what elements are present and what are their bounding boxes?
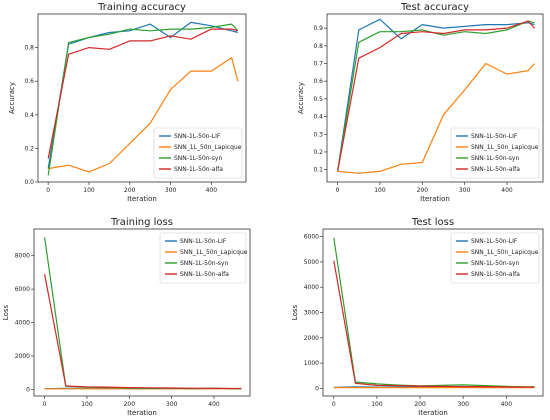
y-axis-label: Loss <box>2 304 10 320</box>
y-tick-label: 4000 <box>15 320 30 327</box>
y-tick-label: 0.9 <box>313 25 323 32</box>
series-line-4 <box>333 260 535 388</box>
legend-label: SNN_1L_50n_Lapicque <box>471 249 539 256</box>
y-tick-label: 6000 <box>304 234 319 241</box>
x-axis-label: Iteration <box>418 409 448 417</box>
legend-label: SNN_1L_50n_Lapicque <box>471 144 539 151</box>
x-tick-label: 400 <box>501 401 513 408</box>
x-tick-label: 200 <box>414 401 426 408</box>
x-tick-label: 200 <box>124 187 136 194</box>
chart-title: Test loss <box>411 217 454 228</box>
x-tick-label: 400 <box>501 187 513 194</box>
x-tick-label: 100 <box>81 401 93 408</box>
y-tick-label: 0.8 <box>313 43 323 50</box>
y-tick-label: 4000 <box>304 284 319 291</box>
legend-box <box>450 232 540 284</box>
y-tick-label: 0.7 <box>313 61 323 68</box>
y-tick-label: 6000 <box>15 286 30 293</box>
y-tick-label: 0.5 <box>313 96 323 103</box>
x-tick-label: 300 <box>166 401 178 408</box>
x-tick-label: 100 <box>374 187 386 194</box>
series-line-1 <box>337 18 535 172</box>
chart-panel-2: Test accuracy 0 100 200 300 400 0.1 0.2 0.3 0.4 0.… <box>297 2 544 203</box>
chart-title: Training loss <box>110 217 173 228</box>
series-line-4 <box>44 273 242 390</box>
legend: SNN-1L-50n-LIF SNN_1L_50n_Lapicque SNN-1L-… <box>450 127 540 179</box>
x-tick-label: 400 <box>206 187 218 194</box>
x-tick-label: 0 <box>332 401 336 408</box>
x-tick-label: 400 <box>208 401 220 408</box>
y-tick-label: 0.4 <box>24 112 34 119</box>
legend-label: SNN-1L-50n-LIF <box>471 133 518 140</box>
legend-label: SNN-1L-50n-alfa <box>180 271 229 278</box>
legend-label: SNN-1L-50n-alfa <box>471 166 520 173</box>
y-tick-label: 0.6 <box>24 78 34 85</box>
y-tick-label: 0.8 <box>24 45 34 52</box>
x-axis-label: Iteration <box>420 195 450 203</box>
series-line-4 <box>337 20 535 172</box>
legend-label: SNN-1L-50n-syn <box>471 155 519 162</box>
y-tick-label: 0 <box>315 385 319 392</box>
x-axis-label: Iteration <box>127 409 157 417</box>
x-axis-label: Iteration <box>127 195 157 203</box>
legend-box <box>450 127 540 179</box>
legend: SNN-1L-50n-LIF SNN_1L_50n_Lapicque SNN-1L-… <box>450 232 540 284</box>
series-line-2 <box>48 57 239 173</box>
legend-box <box>153 127 243 179</box>
x-tick-label: 0 <box>46 187 50 194</box>
y-axis-label: Accuracy <box>297 82 305 114</box>
y-tick-label: 0.2 <box>313 149 323 156</box>
x-tick-label: 100 <box>83 187 95 194</box>
x-tick-label: 300 <box>165 187 177 194</box>
legend-label: SNN-1L-50n-syn <box>174 155 222 162</box>
x-tick-label: 100 <box>371 401 383 408</box>
legend-label: SNN-1L-50n-syn <box>180 260 228 267</box>
legend-label: SNN-1L-50n-LIF <box>471 238 518 245</box>
y-tick-label: 5000 <box>304 259 319 266</box>
series-line-3 <box>47 23 239 176</box>
legend-label: SNN-1L-50n-LIF <box>174 133 221 140</box>
y-axis-label: Accuracy <box>8 82 16 114</box>
y-tick-label: 0.1 <box>313 167 323 174</box>
series-line-2 <box>337 62 535 174</box>
y-axis-label: Loss <box>291 304 299 320</box>
legend-label: SNN_1L_50n_Lapicque <box>180 249 248 256</box>
x-tick-label: 300 <box>457 401 469 408</box>
chart-title: Training accuracy <box>97 2 186 13</box>
x-tick-label: 0 <box>43 401 47 408</box>
y-tick-label: 0.0 <box>24 179 34 186</box>
series-line-3 <box>337 20 535 172</box>
y-tick-label: 0.2 <box>24 145 34 152</box>
y-tick-label: 2000 <box>15 353 30 360</box>
y-tick-label: 0 <box>26 386 30 393</box>
series-line-4 <box>47 28 238 159</box>
y-tick-label: 3000 <box>304 310 319 317</box>
x-tick-label: 300 <box>459 187 471 194</box>
legend-label: SNN_1L_50n_Lapicque <box>174 144 242 151</box>
legend-label: SNN-1L-50n-alfa <box>471 271 520 278</box>
legend-label: SNN-1L-50n-LIF <box>180 238 227 245</box>
legend-label: SNN-1L-50n-syn <box>471 260 519 267</box>
y-tick-label: 0.6 <box>313 78 323 85</box>
legend-box <box>159 232 247 284</box>
legend-label: SNN-1L-50n-alfa <box>174 166 223 173</box>
x-tick-label: 0 <box>336 187 340 194</box>
chart-panel-1: Training accuracy 0 100 200 300 400 0.0 0.2 0.4 0… <box>8 2 247 203</box>
y-tick-label: 0.4 <box>313 114 323 121</box>
chart-title: Test accuracy <box>400 2 469 13</box>
x-tick-label: 200 <box>417 187 429 194</box>
x-tick-label: 200 <box>124 401 136 408</box>
y-tick-label: 0.3 <box>313 131 323 138</box>
y-tick-label: 8000 <box>15 253 30 260</box>
legend: SNN-1L-50n-LIF SNN_1L_50n_Lapicque SNN-1L-… <box>159 232 248 284</box>
legend: SNN-1L-50n-LIF SNN_1L_50n_Lapicque SNN-1L-… <box>153 127 243 179</box>
y-tick-label: 1000 <box>304 360 319 367</box>
y-tick-label: 2000 <box>304 335 319 342</box>
